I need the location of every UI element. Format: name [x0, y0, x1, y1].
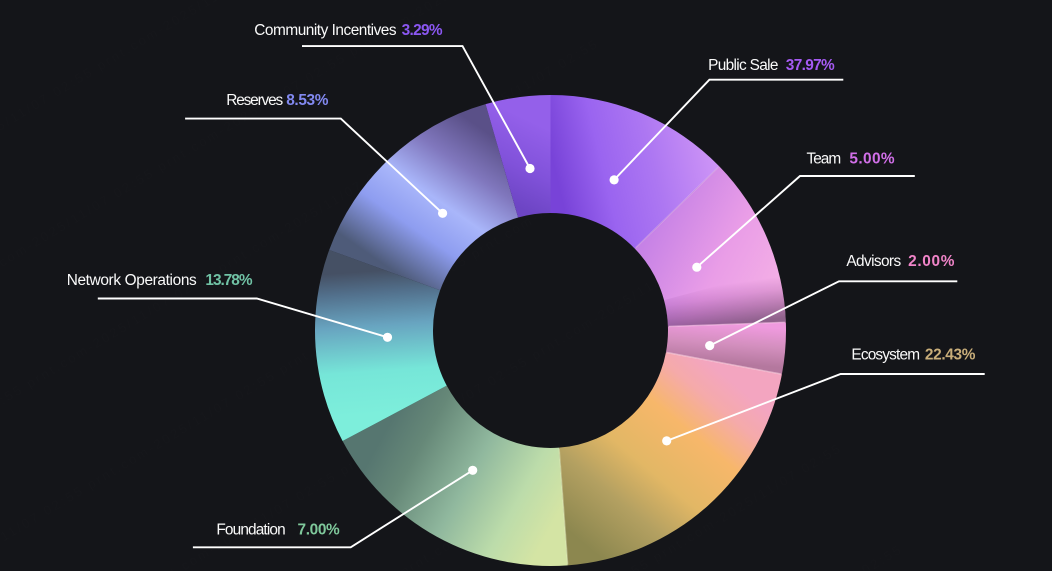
svg-text:13.78%: 13.78%: [205, 272, 252, 289]
svg-text:Ecosystem: Ecosystem: [851, 347, 919, 364]
svg-text:Network Operations: Network Operations: [67, 272, 197, 289]
svg-text:5.00%: 5.00%: [849, 151, 895, 168]
svg-text:3.29%: 3.29%: [402, 22, 443, 39]
svg-text:Community Incentives: Community Incentives: [254, 22, 397, 39]
svg-text:Foundation: Foundation: [216, 522, 285, 539]
svg-text:8.53%: 8.53%: [286, 92, 329, 109]
svg-text:7.00%: 7.00%: [298, 522, 341, 539]
svg-text:22.43%: 22.43%: [925, 347, 976, 364]
svg-text:Advisors: Advisors: [846, 253, 901, 270]
svg-text:2.00%: 2.00%: [908, 253, 955, 270]
svg-text:Public Sale: Public Sale: [708, 57, 778, 74]
svg-text:Team: Team: [807, 151, 841, 168]
svg-text:37.97%: 37.97%: [786, 57, 835, 74]
svg-text:Reserves: Reserves: [226, 92, 283, 109]
